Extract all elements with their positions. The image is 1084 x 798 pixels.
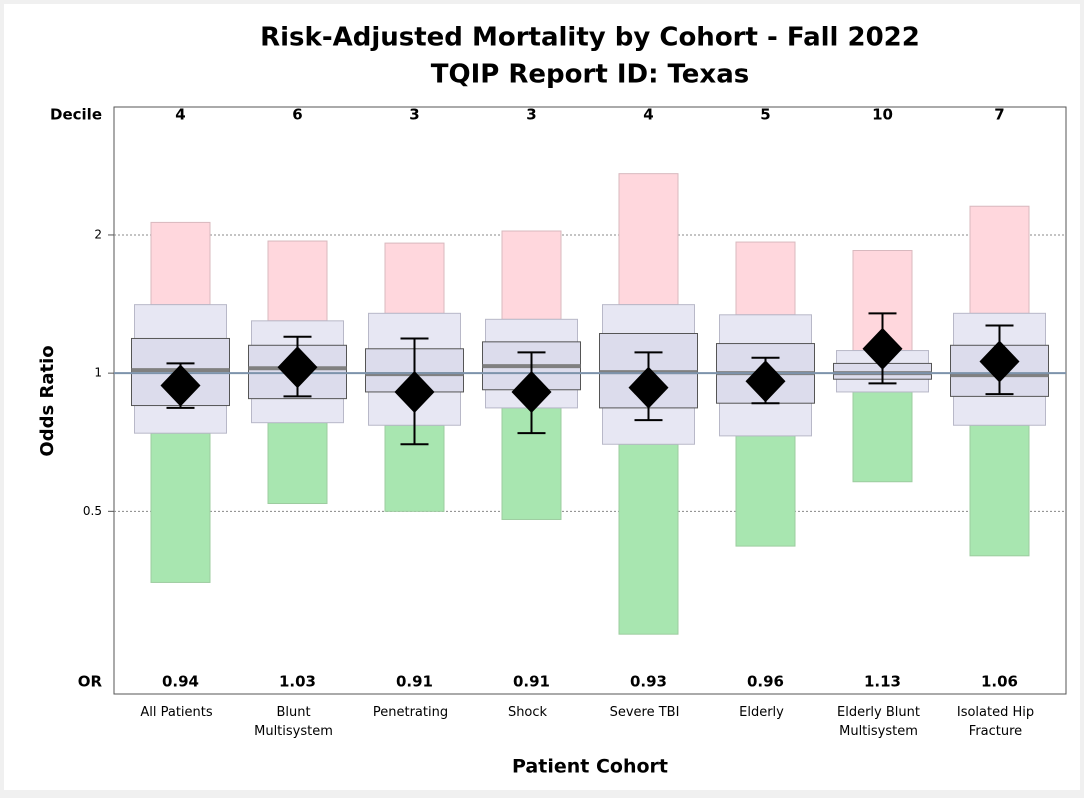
y-tick-label: 0.5 [83, 504, 102, 518]
or-label: 0.93 [630, 673, 667, 691]
x-tick-label: Penetrating [372, 705, 449, 720]
or-marker [511, 370, 552, 413]
lower-band [150, 432, 211, 583]
plot-frame [113, 106, 1067, 695]
chart-subtitle: TQIP Report ID: Texas [431, 60, 749, 90]
lower-band [267, 422, 328, 505]
upper-band [267, 240, 328, 322]
or-marker [277, 346, 318, 389]
decile-label: 5 [760, 106, 770, 124]
x-axis-label: Patient Cohort [512, 756, 668, 778]
chart: Risk-Adjusted Mortality by Cohort - Fall… [37, 23, 1067, 778]
upper-band [150, 221, 211, 306]
x-tick-label: Blunt Multisystem [254, 705, 333, 739]
y-tick-label: 2 [94, 227, 102, 241]
or-row-label: OR [78, 673, 103, 691]
or-label: 0.91 [396, 673, 433, 691]
or-marker [628, 366, 669, 409]
y-tick-label: 1 [94, 366, 102, 380]
or-marker [979, 340, 1020, 383]
upper-band [735, 241, 796, 316]
or-marker [745, 360, 786, 403]
or-label: 1.03 [279, 673, 316, 691]
lower-band [735, 435, 796, 547]
x-tick-label: All Patients [140, 705, 213, 720]
upper-band [969, 205, 1030, 314]
decile-label: 6 [292, 106, 302, 124]
chart-title: Risk-Adjusted Mortality by Cohort - Fall… [260, 23, 920, 53]
or-marker [160, 364, 201, 407]
x-tick-label: Severe TBI [609, 705, 680, 720]
or-label: 0.91 [513, 673, 550, 691]
or-marker [394, 370, 435, 413]
x-tick-label: Elderly [739, 705, 784, 720]
or-label: 0.94 [162, 673, 199, 691]
x-tick-label: Elderly Blunt Multisystem [837, 705, 920, 739]
page: Risk-Adjusted Mortality by Cohort - Fall… [4, 4, 1080, 790]
lower-band [852, 391, 913, 483]
or-label: 1.13 [864, 673, 901, 691]
decile-label: 4 [175, 106, 185, 124]
x-tick-label: Isolated Hip Fracture [956, 705, 1035, 739]
or-marker [862, 327, 903, 370]
decile-label: 3 [409, 106, 419, 124]
decile-row-label: Decile [50, 106, 102, 124]
decile-label: 3 [526, 106, 536, 124]
decile-label: 7 [994, 106, 1004, 124]
upper-band [501, 230, 562, 320]
lower-band [969, 424, 1030, 557]
upper-band [618, 173, 679, 306]
decile-label: 10 [872, 106, 893, 124]
y-axis-label: Odds Ratio [37, 345, 58, 456]
lower-band [618, 443, 679, 635]
x-tick-label: Shock [507, 705, 548, 720]
upper-band [384, 242, 445, 314]
or-label: 1.06 [981, 673, 1018, 691]
or-label: 0.96 [747, 673, 784, 691]
decile-label: 4 [643, 106, 653, 124]
